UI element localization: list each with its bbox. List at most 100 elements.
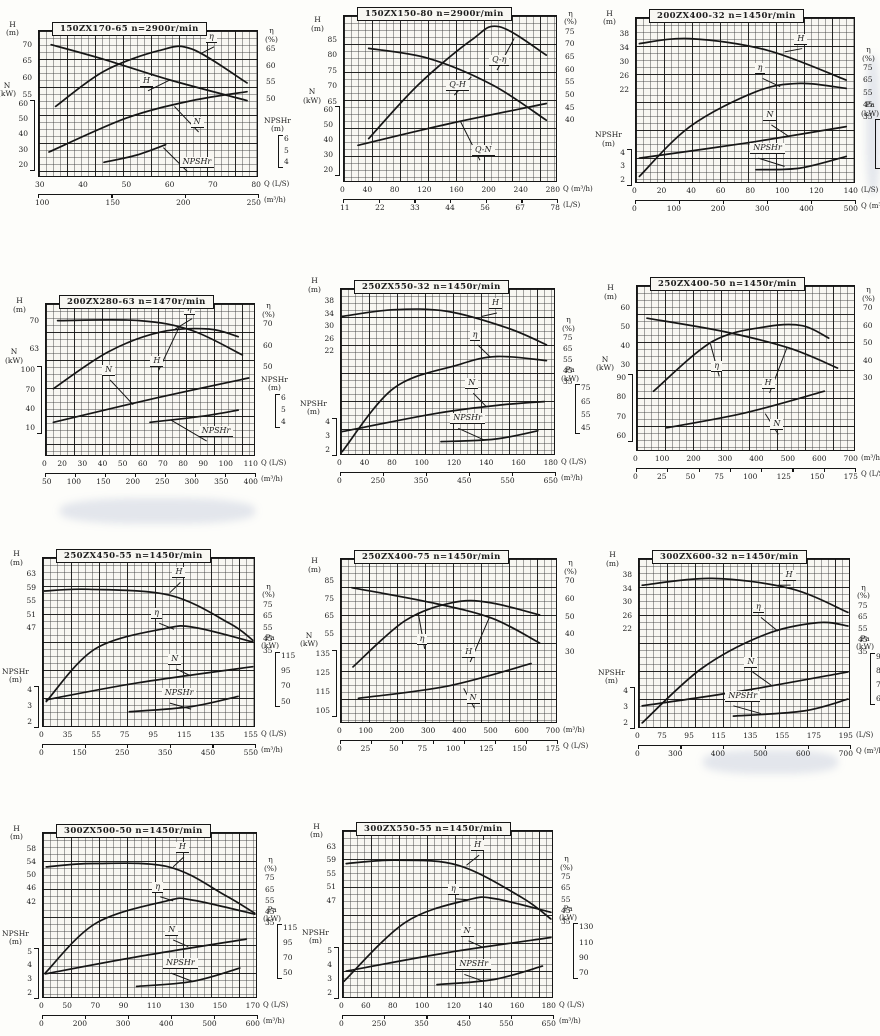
axis-tick-bottom-primary: 120 [809, 186, 824, 195]
axis-label-left-secondary: N(kW) [300, 630, 319, 649]
axis-tick-right-secondary: 110 [579, 937, 594, 947]
axis-label-left-primary: H (m) [6, 19, 19, 38]
axis-tick-bottom-secondary: 150 [96, 477, 111, 486]
curve-label-leader-eta [762, 77, 781, 88]
axis-tick-bottom-primary: 35 [62, 730, 73, 739]
axis-tick-bottom-secondary: 100 [666, 204, 682, 213]
axis-label-left-secondary: N(kW) [596, 354, 615, 373]
curve-label-leader-eta [760, 617, 779, 632]
chart-title: 250ZX400-50 n=1450r/min [650, 277, 805, 291]
curve-label-npshr: NPSHr [725, 690, 761, 702]
axis-tick-bottom-secondary: 400 [799, 204, 814, 213]
axis-tick-bottom-primary: 400 [452, 726, 467, 735]
axis-tick-bottom-primary: 140 [479, 458, 494, 467]
axis-tick-right-primary: 55 [265, 895, 275, 905]
axis-bracket-left-secondary [628, 373, 633, 443]
axis-unit-bottom-secondary: (m³/h) [261, 475, 283, 483]
axis-tick-bottom-primary: 300 [420, 726, 436, 735]
axis-label-left-secondary: N(kW) [303, 87, 322, 105]
axis-tick-right-primary: 60 [266, 60, 276, 70]
axis-tick-bottom-secondary: 250 [155, 477, 170, 486]
axis-unit-bottom-primary: Q (m³/h) [563, 185, 593, 193]
axis-ruler-bottom-secondary [635, 200, 857, 204]
curve-label-leader-h [784, 48, 803, 53]
axis-tick-left-secondary: 3 [623, 701, 628, 711]
axis-label-right-secondary: NPSHr (m) [264, 115, 291, 134]
curve-npshr [732, 698, 849, 717]
axis-tick-bottom-primary: 0 [337, 726, 342, 735]
axis-tick-right-secondary: 115 [281, 650, 296, 660]
axis-bracket-right-secondary [275, 651, 280, 708]
curve-label-leader-n [468, 940, 484, 949]
axis-unit-bottom-primary: (L/S) [856, 731, 874, 739]
axis-label-left-secondary: NPSHr (m) [302, 927, 329, 946]
axis-tick-left-secondary: 70 [616, 411, 626, 421]
axis-label-right-primary: η (%) [564, 558, 577, 576]
axis-tick-bottom-primary: 140 [478, 1001, 493, 1010]
curve-label-h: H [794, 33, 808, 45]
axis-bracket-right-secondary [573, 923, 578, 979]
axis-tick-left-secondary: 4 [623, 685, 628, 695]
axis-tick-left-secondary: 5 [27, 946, 32, 956]
axis-tick-left-primary: 70 [327, 81, 337, 91]
axis-tick-bottom-primary: 60 [715, 186, 726, 195]
axis-tick-left-secondary: 70 [25, 384, 35, 394]
curve-eta [641, 621, 849, 724]
axis-bracket-left-secondary [627, 149, 632, 186]
axis-tick-left-secondary: 115 [315, 687, 330, 697]
axis-bracket-right-secondary [278, 134, 283, 169]
axis-tick-right-primary: 70 [565, 576, 575, 586]
axis-tick-right-primary: 60 [863, 320, 873, 330]
axis-ruler-bottom-secondary [340, 472, 557, 476]
curve-n [52, 377, 250, 424]
curve-label-n: N [744, 656, 758, 668]
axis-tick-right-secondary: 6 [281, 392, 286, 402]
axis-tick-bottom-secondary: 0 [632, 204, 637, 213]
axis-unit-bottom-secondary: (m³/h) [264, 196, 286, 204]
axis-unit-bottom-secondary: (m³/h) [261, 746, 283, 754]
axis-tick-left-primary: 63 [29, 343, 39, 353]
axis-tick-left-primary: 55 [26, 596, 36, 606]
axis-tick-right-secondary: 70 [283, 953, 293, 963]
axis-label-right-primary: η (%) [265, 26, 278, 44]
axis-tick-bottom-secondary: 0 [39, 748, 44, 757]
axis-tick-bottom-primary: 0 [339, 1001, 344, 1010]
axis-label-left-primary: H (m) [603, 8, 616, 27]
axis-tick-bottom-secondary: 0 [337, 476, 342, 485]
axis-tick-bottom-secondary: 200 [72, 1019, 88, 1028]
axis-tick-bottom-primary: 110 [146, 1001, 162, 1010]
curve-eta [638, 82, 848, 178]
axis-tick-bottom-primary: 40 [359, 458, 370, 467]
axis-tick-bottom-secondary: 450 [457, 476, 472, 485]
axis-label-right-primary: η (%) [264, 855, 277, 873]
curve-label-n: N [168, 654, 182, 666]
axis-tick-left-secondary: 30 [323, 150, 333, 160]
curve-label-npshr: NPSHr [750, 143, 785, 155]
axis-tick-bottom-primary: 700 [843, 454, 858, 463]
scan-stain [703, 750, 838, 774]
axis-tick-left-secondary: 90 [616, 372, 626, 382]
axis-tick-right-secondary: 75 [581, 383, 591, 393]
axis-tick-bottom-secondary: 400 [243, 477, 258, 486]
axis-tick-bottom-primary: 200 [686, 454, 701, 463]
axis-row-bottom-secondary: 0 150 250 350 450 550 [39, 748, 258, 757]
axis-unit-bottom-primary: (L/S) [861, 186, 879, 194]
axis-tick-bottom-secondary: 22 [375, 203, 385, 212]
axis-tick-right-primary: 65 [561, 883, 571, 893]
axis-label-left-primary: H (m) [10, 549, 23, 567]
axis-tick-bottom-primary: 150 [212, 1001, 228, 1010]
axis-tick-left-secondary: 50 [323, 120, 333, 130]
curve-eta [341, 355, 548, 453]
axis-tick-bottom-primary: 0 [39, 1001, 44, 1010]
axis-bracket-left-secondary [332, 649, 337, 718]
axis-tick-bottom-primary: 500 [780, 454, 796, 463]
axis-ruler-bottom-secondary [340, 740, 559, 744]
axis-tick-bottom-primary: 80 [745, 186, 755, 195]
axis-tick-bottom-secondary: 200 [176, 198, 191, 207]
axis-tick-bottom-secondary: 150 [512, 744, 527, 753]
axis-label-left-secondary: NPSHr (m) [2, 928, 29, 947]
axis-tick-left-primary: 55 [324, 628, 334, 638]
curve-label-leader-h [172, 856, 185, 868]
axis-tick-bottom-primary: 700 [545, 726, 560, 735]
